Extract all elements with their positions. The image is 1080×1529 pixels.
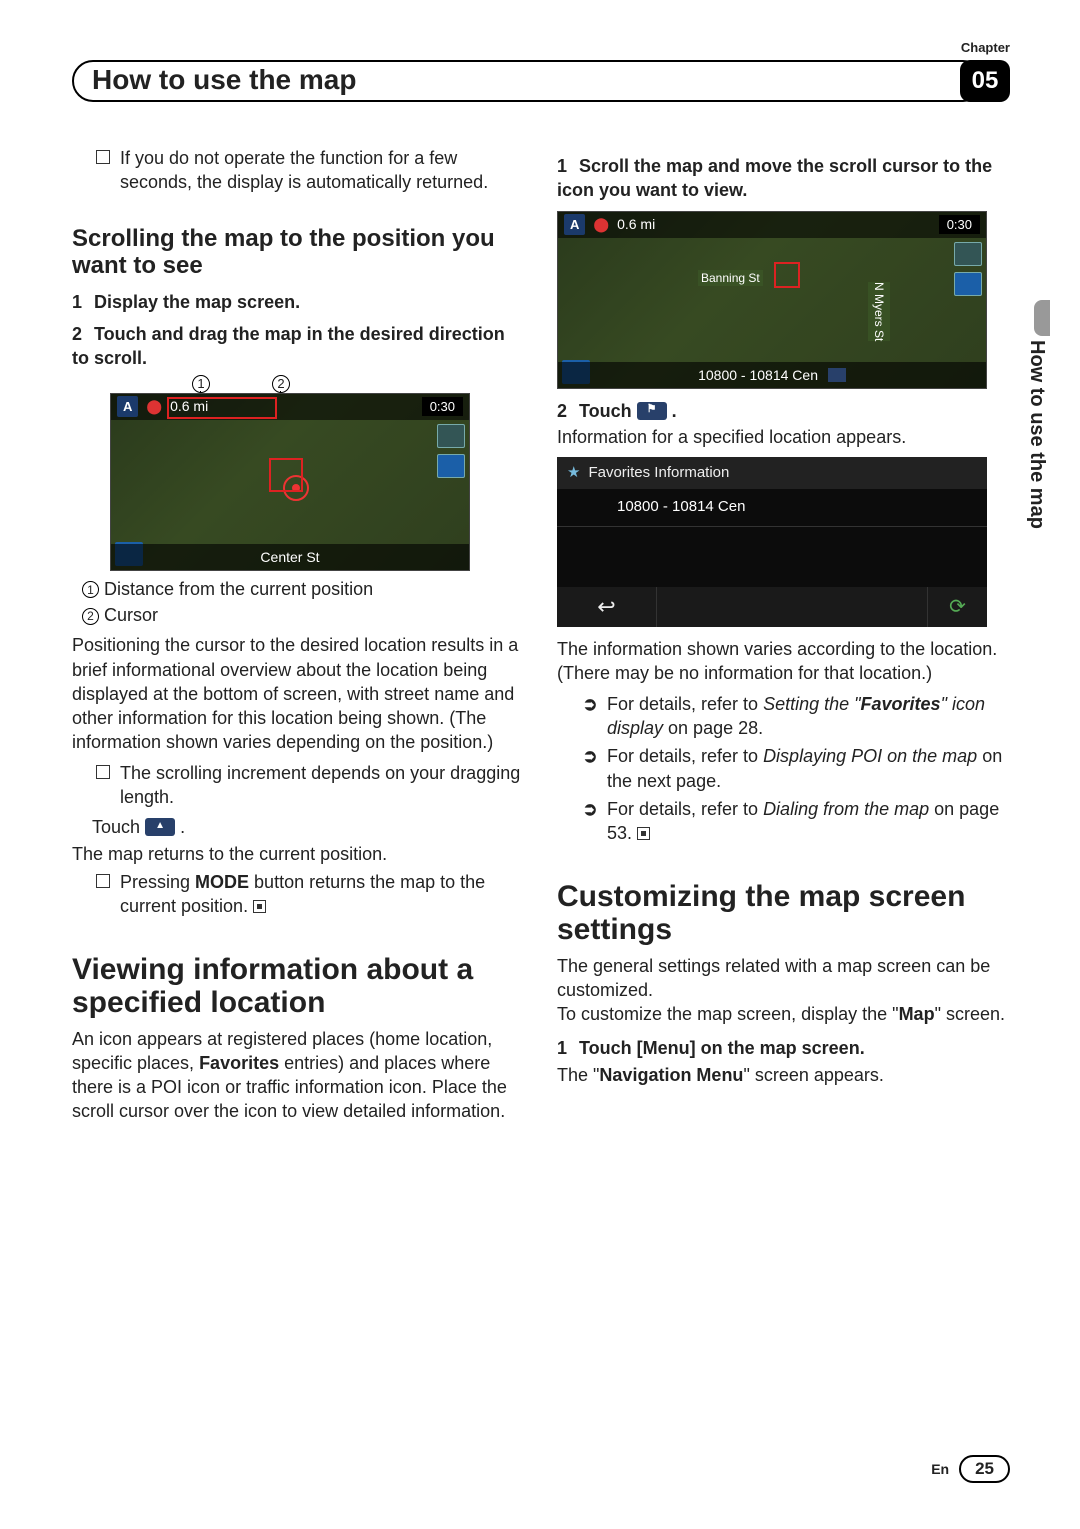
header-title: How to use the map <box>72 60 984 102</box>
chapter-badge: 05 <box>960 60 1010 102</box>
distance-highlight-box <box>167 397 277 419</box>
scroll-step-1: 1Display the map screen. <box>72 290 525 314</box>
ref-arrow-icon: ➲ <box>581 692 599 741</box>
positioning-paragraph: Positioning the cursor to the desired lo… <box>72 633 525 754</box>
vehicle-badge: A <box>117 396 138 418</box>
figure-side-buttons <box>954 242 982 296</box>
scroll-heading: Scrolling the map to the position you wa… <box>72 225 525 280</box>
ref-arrow-icon: ➲ <box>581 797 599 846</box>
flag-icon <box>828 368 846 382</box>
viewing-info-heading: Viewing information about a specified lo… <box>72 953 525 1019</box>
legend-2: 2 Cursor <box>82 603 525 627</box>
info-spacer <box>657 587 927 627</box>
side-btn-icon <box>954 242 982 266</box>
step-text: Scroll the map and move the scroll curso… <box>557 156 992 200</box>
figure-topbar: A ⬤ 0.6 mi <box>558 212 986 238</box>
street-label: N Myers St <box>868 282 890 341</box>
flag-button-icon <box>637 402 667 420</box>
info-varies-paragraph: The information shown varies according t… <box>557 637 1010 686</box>
touch-a-item: Touch . <box>82 815 525 839</box>
info-panel-bottom: ↩ ⟳ <box>557 587 987 627</box>
side-btn-icon <box>437 454 465 478</box>
mode-note-text: Pressing MODE button returns the map to … <box>120 870 525 919</box>
mode-note: Pressing MODE button returns the map to … <box>72 870 525 919</box>
figure-topbar: A ⬤ 0.6 mi <box>111 394 469 420</box>
side-thumb-tab <box>1034 300 1050 336</box>
ref-item-2: ➲ For details, refer to Displaying POI o… <box>557 744 1010 793</box>
nav-menu-appears: The "Navigation Menu" screen appears. <box>557 1063 1010 1087</box>
note-text: The scrolling increment depends on your … <box>120 761 525 810</box>
box-bullet-icon <box>96 874 110 888</box>
customizing-para-2: To customize the map screen, display the… <box>557 1002 1010 1026</box>
figure-bottom-label: Center St <box>111 544 469 570</box>
distance-label: 0.6 mi <box>617 215 655 234</box>
side-btn-icon <box>437 424 465 448</box>
end-section-icon <box>637 827 650 840</box>
cust-step-1: 1Touch [Menu] on the map screen. <box>557 1036 1010 1060</box>
vehicle-a-icon <box>145 818 175 836</box>
touch-label: Touch <box>92 815 140 839</box>
refresh-icon: ⟳ <box>927 587 987 627</box>
info-panel-title: ★ Favorites Information <box>557 457 987 489</box>
favorites-info-panel: ★ Favorites Information 10800 - 10814 Ce… <box>557 457 987 627</box>
left-column: If you do not operate the function for a… <box>72 146 525 1124</box>
scroll-step-2: 2Touch and drag the map in the desired d… <box>72 322 525 371</box>
return-position-text: The map returns to the current position. <box>72 842 525 866</box>
customizing-para-1: The general settings related with a map … <box>557 954 1010 1003</box>
callout-2: 2 <box>272 375 290 393</box>
back-icon: ↩ <box>557 587 657 627</box>
info-panel-row: 10800 - 10814 Cen <box>557 489 987 526</box>
ref-arrow-icon: ➲ <box>581 744 599 793</box>
customizing-heading: Customizing the map screen settings <box>557 880 1010 946</box>
legend-text: Cursor <box>104 605 158 625</box>
figure-side-buttons <box>437 424 465 478</box>
side-btn-icon <box>954 272 982 296</box>
right-step-2: 2Touch . <box>557 399 1010 423</box>
step-text: Touch [Menu] on the map screen. <box>579 1038 865 1058</box>
footer-page-number: 25 <box>959 1455 1010 1483</box>
pin-icon: ⬤ <box>146 397 162 416</box>
ref-item-3: ➲ For details, refer to Dialing from the… <box>557 797 1010 846</box>
footer-lang: En <box>931 1461 949 1477</box>
step-text: Display the map screen. <box>94 292 300 312</box>
time-label: 0:30 <box>939 215 980 235</box>
ref-text: For details, refer to Displaying POI on … <box>607 744 1010 793</box>
star-icon: ★ <box>567 463 580 483</box>
side-tab-label: How to use the map <box>1025 340 1048 529</box>
street-label: Banning St <box>698 270 763 286</box>
right-step-1: 1Scroll the map and move the scroll curs… <box>557 154 1010 203</box>
info-appears-text: Information for a specified location app… <box>557 425 1010 449</box>
ref-text: For details, refer to Dialing from the m… <box>607 797 1010 846</box>
intro-note: If you do not operate the function for a… <box>72 146 525 195</box>
callout-1: 1 <box>192 375 210 393</box>
cursor-highlight-box <box>269 458 303 492</box>
time-label: 0:30 <box>422 397 463 417</box>
vehicle-badge: A <box>564 214 585 236</box>
figure-callouts: 1 2 <box>192 375 290 393</box>
right-column: 1Scroll the map and move the scroll curs… <box>557 146 1010 1124</box>
pin-icon: ⬤ <box>593 215 609 234</box>
map-figure-2: A ⬤ 0.6 mi 0:30 Banning St N Myers St 10… <box>557 211 987 389</box>
end-section-icon <box>253 900 266 913</box>
step-text: Touch and drag the map in the desired di… <box>72 324 505 368</box>
page-footer: En 25 <box>931 1455 1010 1483</box>
legend-text: Distance from the current position <box>104 579 373 599</box>
figure-bottom-label: 10800 - 10814 Cen <box>558 362 986 388</box>
intro-note-text: If you do not operate the function for a… <box>120 146 525 195</box>
ref-text: For details, refer to Setting the "Favor… <box>607 692 1010 741</box>
box-bullet-icon <box>96 150 110 164</box>
info-title-text: Favorites Information <box>588 463 729 483</box>
map-figure-1: A ⬤ 0.6 mi 0:30 Center St <box>110 393 470 571</box>
poi-highlight-box <box>774 262 800 288</box>
box-bullet-icon <box>96 765 110 779</box>
viewing-info-paragraph: An icon appears at registered places (ho… <box>72 1027 525 1124</box>
scroll-increment-note: The scrolling increment depends on your … <box>72 761 525 810</box>
legend-1: 1 Distance from the current position <box>82 577 525 601</box>
step-text: Touch <box>579 401 632 421</box>
chapter-label: Chapter <box>961 40 1010 55</box>
page-header: How to use the map 05 <box>72 60 1010 102</box>
ref-item-1: ➲ For details, refer to Setting the "Fav… <box>557 692 1010 741</box>
